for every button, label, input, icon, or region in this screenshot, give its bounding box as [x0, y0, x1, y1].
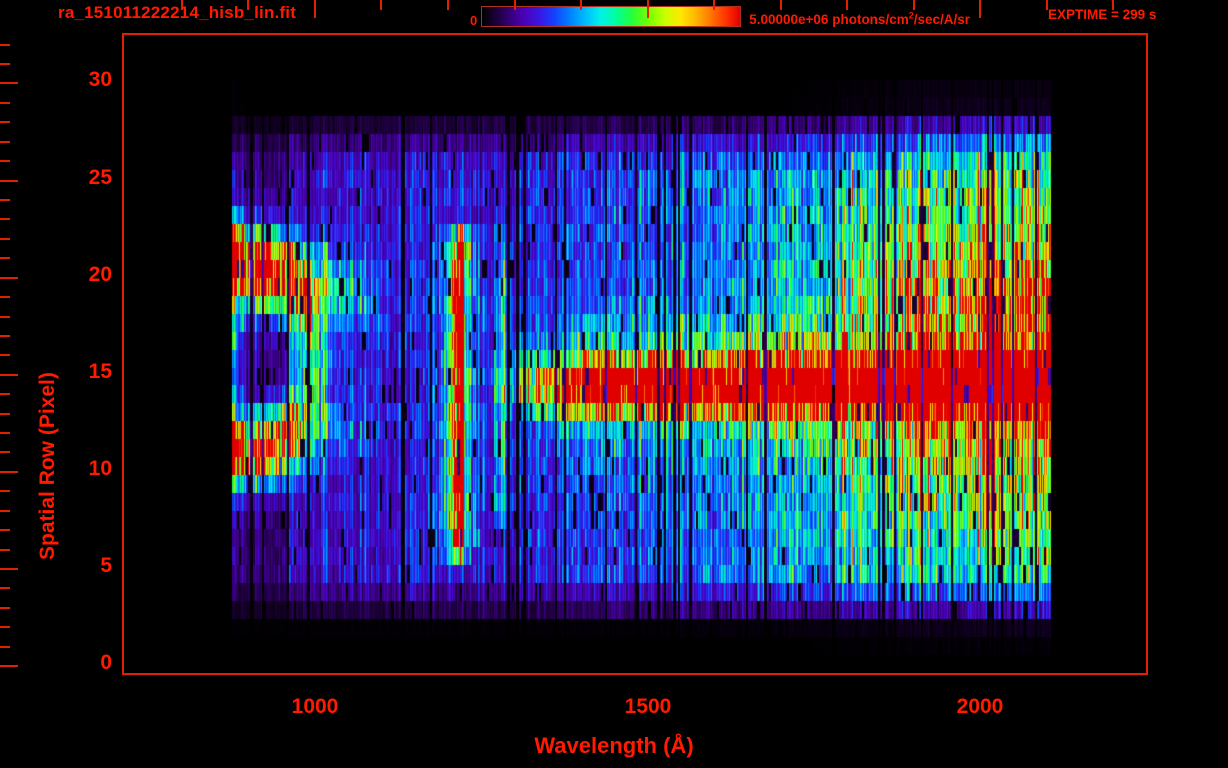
- x-axis-label: Wavelength (Å): [534, 733, 694, 758]
- y-axis-label: Spatial Row (Pixel): [36, 372, 59, 560]
- y-tick-minor-right: [0, 549, 10, 551]
- x-tick-minor-top: [447, 0, 449, 10]
- y-tick-label: 0: [100, 651, 112, 674]
- colorbar-min-label: 0: [470, 12, 478, 28]
- y-tick-minor-right: [0, 63, 10, 65]
- y-tick-minor-right: [0, 44, 10, 46]
- y-tick-minor-right: [0, 199, 10, 201]
- y-tick-minor-right: [0, 587, 10, 589]
- x-tick-minor-top: [380, 0, 382, 10]
- y-tick-minor-right: [0, 121, 10, 123]
- x-tick-major-top: [647, 0, 649, 18]
- x-tick-minor-top: [247, 0, 249, 10]
- y-tick-minor-right: [0, 316, 10, 318]
- y-tick-minor-right: [0, 510, 10, 512]
- spectrogram-image: [124, 35, 1146, 673]
- x-tick-minor-top: [580, 0, 582, 10]
- x-tick-label: 2000: [956, 695, 1004, 718]
- x-tick-minor-top: [514, 0, 516, 10]
- y-tick-minor-right: [0, 393, 10, 395]
- plot-frame: [122, 33, 1148, 675]
- colorbar: 0 5.00000e+06 photons/cm2/sec/A/sr: [470, 4, 970, 28]
- y-tick-minor-right: [0, 490, 10, 492]
- y-tick-minor-right: [0, 296, 10, 298]
- y-tick-minor-right: [0, 529, 10, 531]
- x-tick-label: 1000: [291, 695, 339, 718]
- y-tick-major-right: [0, 665, 18, 667]
- x-tick-minor-top: [181, 0, 183, 10]
- y-tick-major-right: [0, 82, 18, 84]
- x-tick-major-top: [979, 0, 981, 18]
- y-tick-minor-right: [0, 218, 10, 220]
- x-tick-minor-top: [1046, 0, 1048, 10]
- x-tick-major-top: [314, 0, 316, 18]
- colorbar-units-exponent: 2: [908, 10, 914, 21]
- y-tick-minor-right: [0, 432, 10, 434]
- exptime-label: EXPTIME = 299 s: [1048, 7, 1157, 22]
- x-tick-minor-top: [780, 0, 782, 10]
- y-tick-minor-right: [0, 413, 10, 415]
- y-tick-label: 25: [88, 166, 112, 189]
- page-title: ra_151011222214_hisb_lin.fit: [58, 3, 297, 22]
- y-tick-minor-right: [0, 257, 10, 259]
- x-tick-minor-top: [846, 0, 848, 10]
- x-tick-label: 1500: [624, 695, 672, 718]
- y-tick-minor-right: [0, 451, 10, 453]
- colorbar-gradient: [481, 5, 742, 27]
- y-tick-minor-right: [0, 141, 10, 143]
- y-tick-label: 10: [88, 457, 112, 480]
- y-tick-label: 15: [88, 360, 112, 383]
- y-tick-major-right: [0, 374, 18, 376]
- x-tick-minor-top: [713, 0, 715, 10]
- y-tick-label: 20: [88, 263, 112, 286]
- y-tick-major-right: [0, 180, 18, 182]
- x-tick-minor-top: [913, 0, 915, 10]
- colorbar-units-post: /sec/A/sr: [913, 12, 971, 28]
- y-tick-minor-right: [0, 354, 10, 356]
- y-tick-minor-right: [0, 238, 10, 240]
- y-tick-minor-right: [0, 646, 10, 648]
- y-tick-label: 5: [100, 554, 112, 577]
- y-tick-minor-right: [0, 607, 10, 609]
- x-tick-minor-top: [1112, 0, 1114, 10]
- colorbar-max-value: 5.00000e+06: [749, 12, 829, 28]
- y-tick-minor-right: [0, 335, 10, 337]
- y-tick-label: 30: [88, 68, 112, 91]
- y-tick-major-right: [0, 568, 18, 570]
- y-tick-minor-right: [0, 102, 10, 104]
- y-tick-minor-right: [0, 626, 10, 628]
- y-tick-minor-right: [0, 160, 10, 162]
- y-tick-major-right: [0, 471, 18, 473]
- colorbar-max-label: 5.00000e+06 photons/cm2/sec/A/sr: [749, 10, 971, 28]
- y-tick-major-right: [0, 277, 18, 279]
- colorbar-units-pre: photons/cm: [828, 12, 909, 28]
